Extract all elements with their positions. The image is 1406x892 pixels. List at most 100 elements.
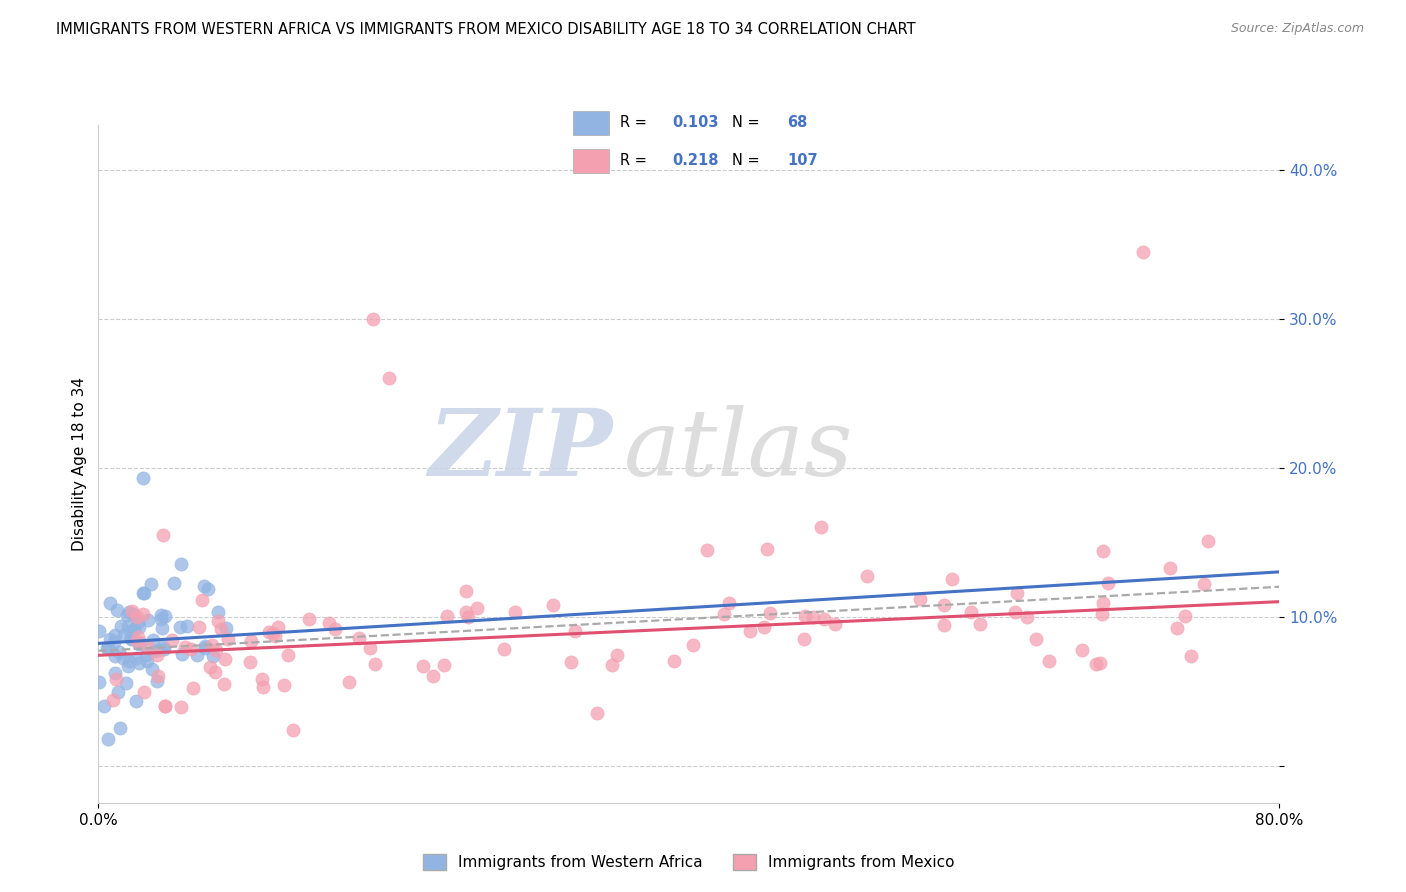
Point xyxy=(250,673,273,687)
Point xyxy=(1091,607,1114,622)
Point xyxy=(188,619,211,633)
Point xyxy=(105,603,128,617)
Point xyxy=(713,607,735,621)
Point xyxy=(152,642,174,657)
Point xyxy=(100,596,122,610)
Point xyxy=(128,637,150,651)
Point xyxy=(104,628,127,642)
Point xyxy=(754,620,776,634)
Point xyxy=(112,651,135,665)
Point xyxy=(696,542,718,557)
Point xyxy=(169,620,191,634)
Point xyxy=(281,723,304,737)
Point xyxy=(214,621,236,635)
Point xyxy=(364,657,387,672)
Point xyxy=(136,654,159,668)
Point xyxy=(181,681,204,695)
Point xyxy=(117,658,139,673)
Text: atlas: atlas xyxy=(624,405,853,495)
Point xyxy=(267,620,290,634)
Point xyxy=(377,371,399,385)
Point xyxy=(1097,575,1119,590)
Point xyxy=(1166,622,1188,636)
Point xyxy=(793,608,815,623)
Point xyxy=(134,685,156,699)
Point xyxy=(128,656,150,670)
Point xyxy=(969,617,991,632)
Point xyxy=(170,557,193,571)
Point xyxy=(152,527,174,541)
Point xyxy=(318,616,340,631)
Point xyxy=(1070,642,1092,657)
Point xyxy=(120,632,142,646)
Point xyxy=(155,698,177,713)
Point xyxy=(240,634,263,648)
Point xyxy=(121,604,143,618)
Point xyxy=(135,639,157,653)
Point xyxy=(107,685,129,699)
Point xyxy=(170,700,193,714)
Point xyxy=(465,601,488,615)
Point xyxy=(96,641,118,656)
Point xyxy=(103,634,125,648)
Point xyxy=(717,596,740,610)
Point xyxy=(128,619,150,633)
Point xyxy=(148,669,170,683)
Point xyxy=(129,636,152,650)
Point xyxy=(197,582,219,596)
Point xyxy=(125,694,148,708)
Point xyxy=(152,640,174,654)
Point xyxy=(104,666,127,681)
Bar xyxy=(574,149,609,173)
Point xyxy=(1197,533,1219,548)
Text: 107: 107 xyxy=(787,153,818,169)
Point xyxy=(564,624,586,639)
Point xyxy=(323,622,346,636)
Point xyxy=(454,605,477,619)
Text: R =: R = xyxy=(620,115,651,130)
Point xyxy=(97,731,120,746)
Point xyxy=(153,608,176,623)
Point xyxy=(738,624,761,638)
Point xyxy=(120,632,142,646)
Text: N =: N = xyxy=(733,153,765,169)
Point xyxy=(202,649,225,664)
Text: R =: R = xyxy=(620,153,651,169)
Point xyxy=(150,612,173,626)
Point xyxy=(1132,244,1154,259)
Point xyxy=(207,614,229,628)
Point xyxy=(125,609,148,624)
Point xyxy=(1092,544,1115,558)
Point xyxy=(108,721,131,735)
Point xyxy=(1015,610,1038,624)
Point xyxy=(586,706,609,720)
Point xyxy=(117,618,139,632)
Point xyxy=(456,583,478,598)
Point xyxy=(1159,560,1181,574)
Point xyxy=(217,632,239,646)
Point xyxy=(193,579,215,593)
Point xyxy=(190,593,212,607)
Point xyxy=(682,638,704,652)
Point xyxy=(110,619,132,633)
Text: IMMIGRANTS FROM WESTERN AFRICA VS IMMIGRANTS FROM MEXICO DISABILITY AGE 18 TO 34: IMMIGRANTS FROM WESTERN AFRICA VS IMMIGR… xyxy=(56,22,915,37)
Point xyxy=(359,640,381,655)
Point xyxy=(1005,586,1028,600)
Point xyxy=(824,616,846,631)
Point xyxy=(163,575,186,590)
Point xyxy=(560,655,582,669)
Point xyxy=(412,658,434,673)
Point xyxy=(174,640,197,654)
Point xyxy=(941,572,963,586)
Point xyxy=(960,606,983,620)
Point xyxy=(176,619,198,633)
Point xyxy=(146,674,169,689)
Point xyxy=(132,607,155,622)
Point xyxy=(934,618,956,632)
Point xyxy=(141,577,163,591)
Point xyxy=(108,644,131,658)
Point xyxy=(198,659,221,673)
Point xyxy=(1025,632,1047,646)
Point xyxy=(600,658,623,673)
Point xyxy=(200,638,222,652)
